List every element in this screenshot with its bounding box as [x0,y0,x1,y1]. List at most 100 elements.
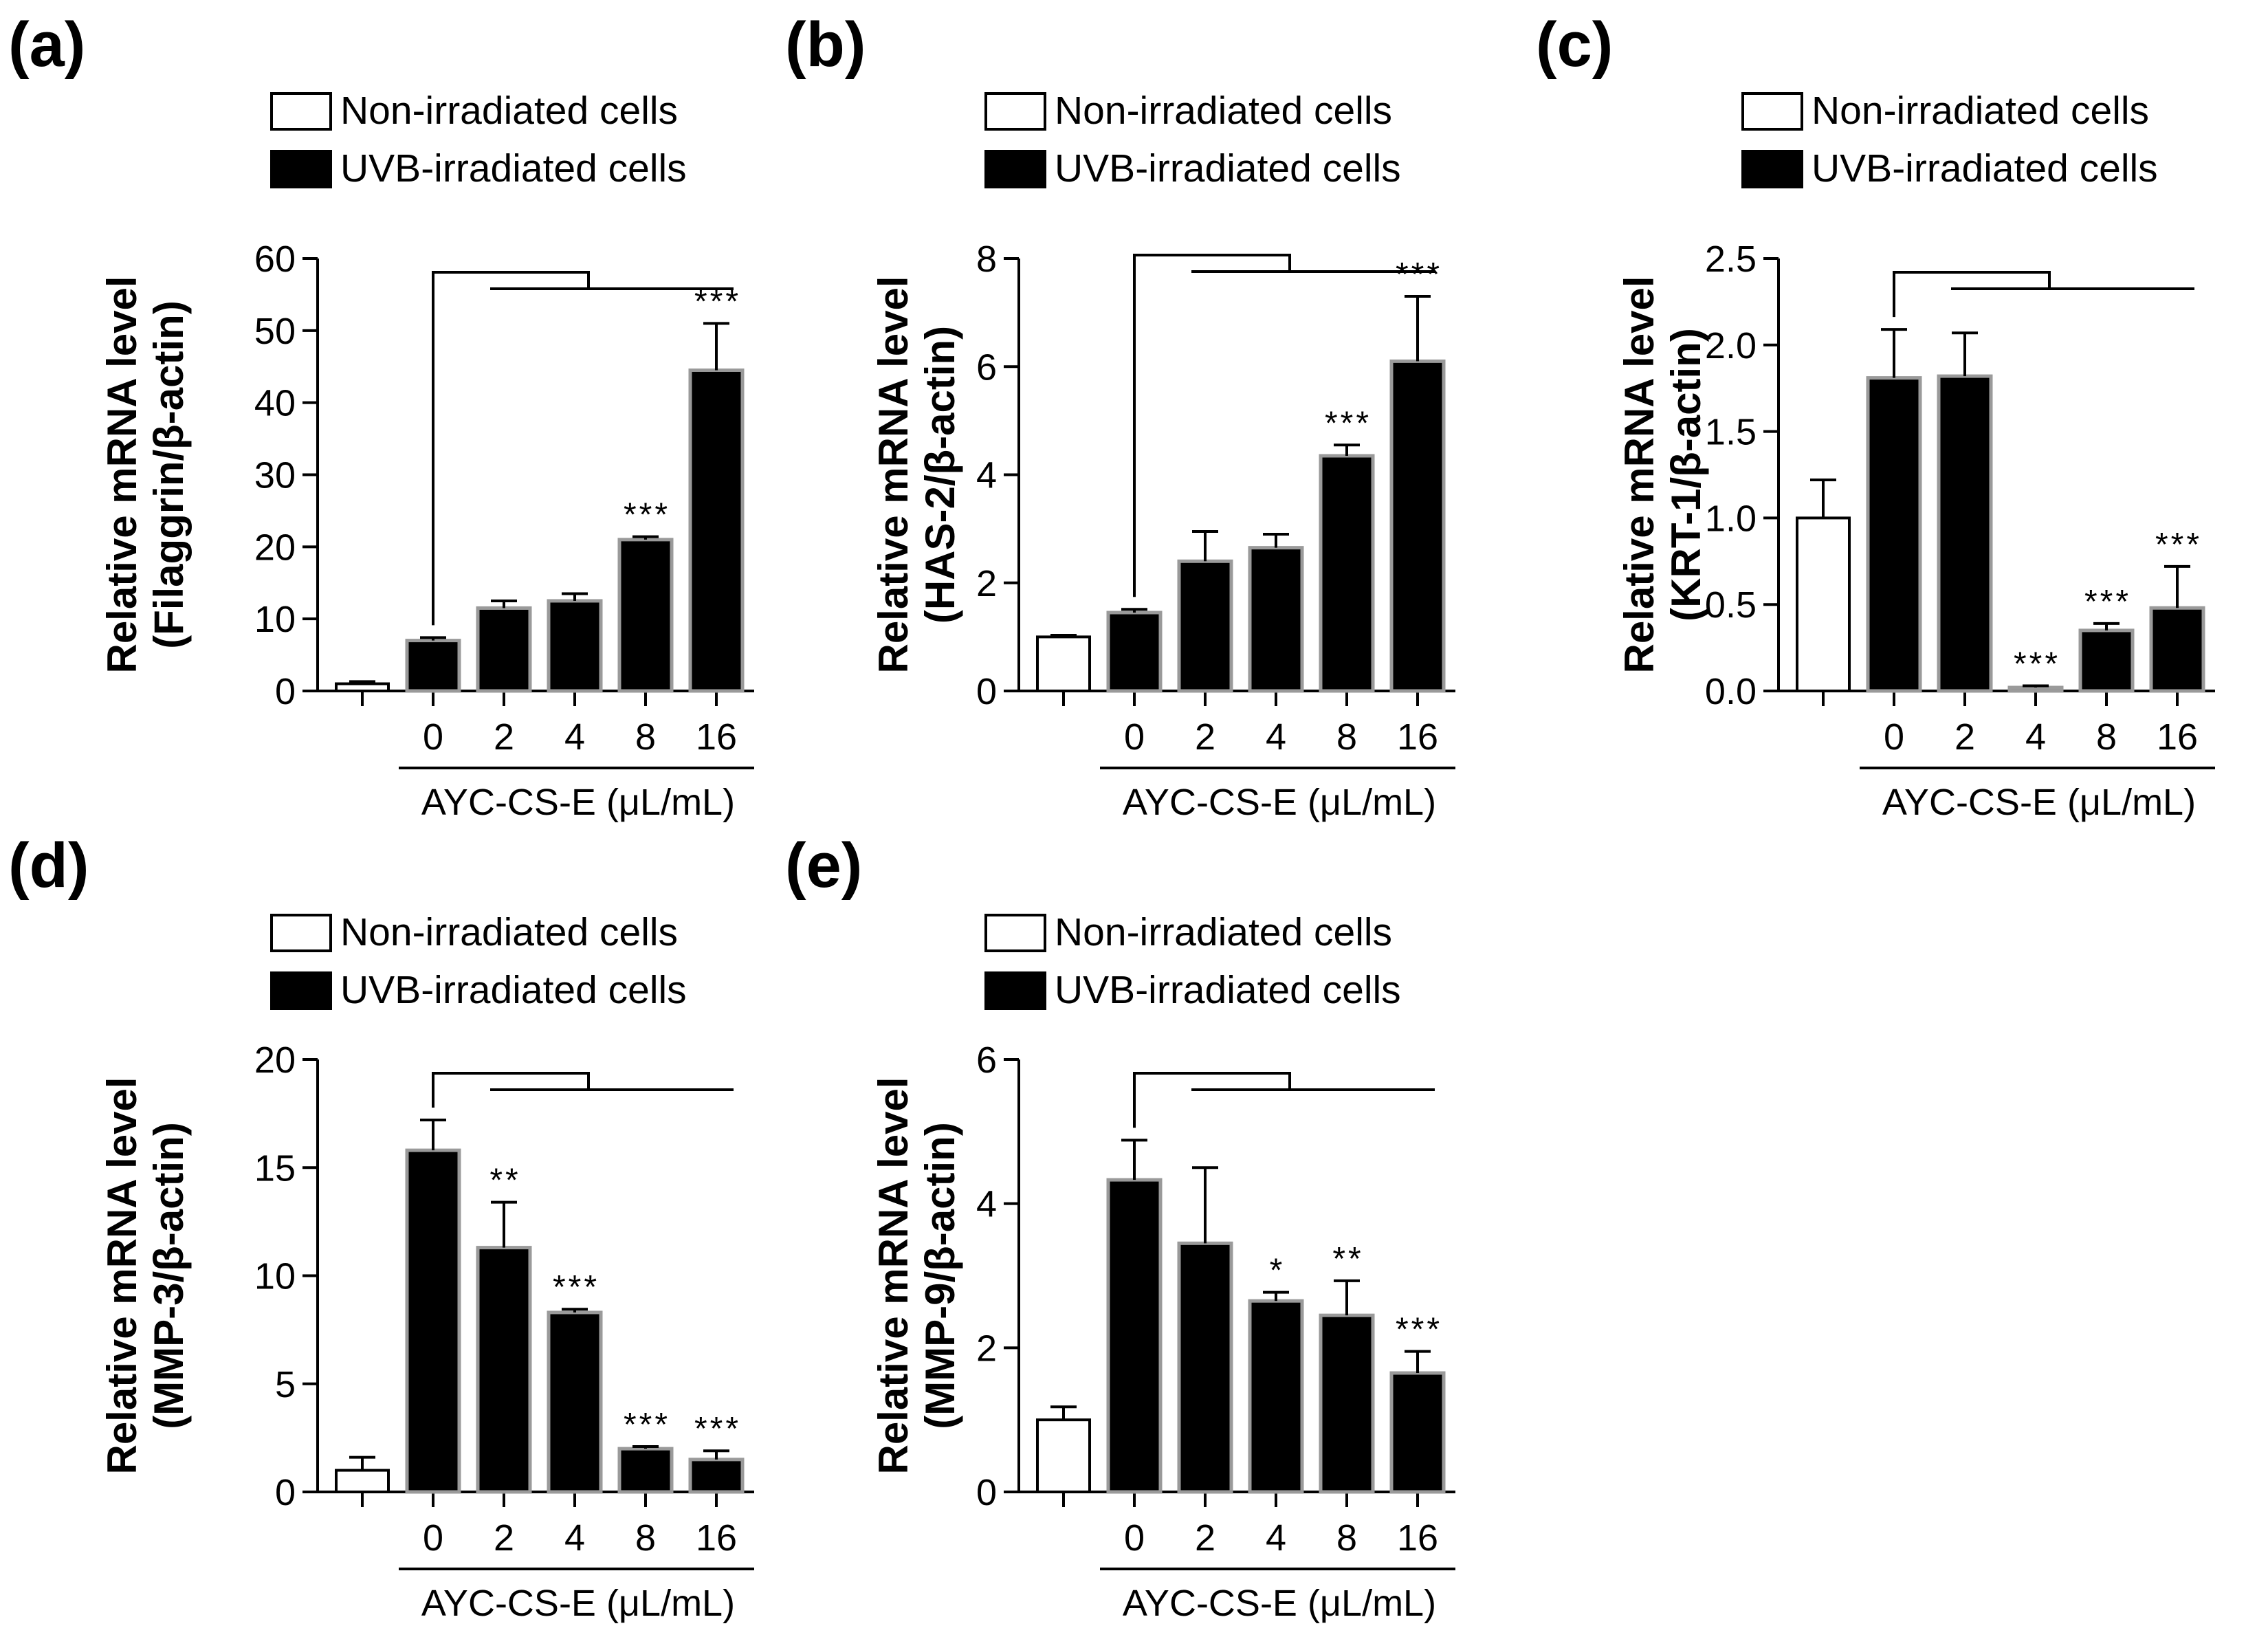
y-axis-label: Relative mRNA level (HAS-2/β-actin) [870,276,963,673]
x-category-label: 16 [696,716,737,758]
y-tick-label: 60 [254,239,296,280]
x-axis-label: AYC-CS-E (μL/mL) [1123,782,1436,823]
legend-label-non-irradiated: Non-irradiated cells [1055,89,1392,133]
significance-bracket [432,1072,734,1108]
x-category-label: 8 [635,716,656,758]
bar-non-irradiated [335,1469,390,1494]
y-tick-label: 4 [976,1184,997,1225]
significance-mark: *** [2155,527,2202,563]
bar-uvb-16 [1389,359,1446,693]
x-category-label: 4 [564,716,585,758]
legend: Non-irradiated cells UVB-irradiated cells [1741,89,2158,190]
bracket-upper [1893,271,2051,318]
y-tick-label: 0 [275,671,296,712]
bar-uvb-4 [1248,546,1304,693]
x-axis-label: AYC-CS-E (μL/mL) [421,1583,735,1624]
y-tick-label: 0.0 [1705,671,1757,712]
x-category-label: 8 [635,1517,656,1559]
bar-uvb-2 [1937,374,1993,693]
bracket-upper [1133,254,1291,597]
x-category-label: 0 [1124,1517,1145,1559]
y-tick-label: 40 [254,383,296,424]
significance-mark: *** [2014,646,2060,682]
significance-mark: *** [694,1411,741,1447]
x-category-label: 2 [1195,1517,1215,1559]
y-tick-label: 1.0 [1705,498,1757,539]
y-label-line2: (HAS-2/β-actin) [917,326,963,624]
legend: Non-irradiated cells UVB-irradiated cells [984,910,1401,1012]
legend-swatch-open [984,914,1046,952]
y-axis-label: Relative mRNA level (MMP-9/β-actin) [870,1077,963,1474]
y-tick-label: 2.0 [1705,325,1757,366]
y-tick-label: 1.5 [1705,412,1757,453]
panel-label: (c) [1536,10,1613,80]
y-tick-label: 0 [976,671,997,712]
y-label-line1: Relative mRNA level [1616,276,1662,673]
bar-uvb-0 [1866,376,1922,693]
y-tick-label: 10 [254,1256,296,1297]
x-category-label: 16 [696,1517,737,1559]
legend: Non-irradiated cells UVB-irradiated cells [270,89,687,190]
y-tick-label: 0.5 [1705,584,1757,626]
legend: Non-irradiated cells UVB-irradiated cells [984,89,1401,190]
bar-uvb-16 [688,368,745,693]
bar-uvb-16 [2149,606,2205,693]
bar-uvb-0 [1106,1178,1163,1494]
x-category-label: 4 [1266,716,1286,758]
bar-uvb-8 [617,1447,674,1494]
bar-uvb-0 [1106,611,1163,693]
x-category-label: 16 [2157,716,2198,758]
panel-label: (d) [8,831,89,901]
legend-swatch-open [270,92,332,131]
bar-uvb-8 [1319,454,1375,693]
legend-label-non-irradiated: Non-irradiated cells [340,910,678,954]
significance-mark: *** [2084,584,2131,620]
x-category-label: 2 [494,1517,514,1559]
bar-uvb-4 [2007,685,2064,693]
legend-label-uvb-irradiated: UVB-irradiated cells [340,968,687,1012]
x-category-label: 16 [1397,1517,1438,1559]
bracket-upper [432,1072,590,1108]
x-category-label: 4 [2025,716,2046,758]
legend-label-non-irradiated: Non-irradiated cells [340,89,678,133]
y-tick-label: 30 [254,455,296,496]
y-tick-label: 6 [976,1040,997,1081]
y-label-line2: (MMP-3/β-actin) [146,1122,192,1429]
x-axis-label: AYC-CS-E (μL/mL) [1123,1583,1436,1624]
bar-non-irradiated [335,682,390,692]
legend-label-non-irradiated: Non-irradiated cells [1812,89,2149,133]
chart-panel-e: (e) Non-irradiated cells UVB-irradiated ce… [785,831,1455,1624]
bar-uvb-4 [547,599,603,693]
significance-mark: *** [553,1269,599,1306]
legend-swatch-filled [984,150,1046,188]
y-tick-label: 20 [254,1040,296,1081]
bar-uvb-2 [476,1246,532,1494]
y-label-line1: Relative mRNA level [870,1077,916,1474]
legend-label-uvb-irradiated: UVB-irradiated cells [340,146,687,190]
significance-mark: *** [1325,405,1372,441]
x-category-label: 0 [1884,716,1904,758]
y-tick-label: 8 [976,239,997,280]
y-tick-label: 15 [254,1147,296,1189]
legend-label-uvb-irradiated: UVB-irradiated cells [1055,968,1401,1012]
chart-panel-a: (a) Non-irradiated cells UVB-irradiated ce… [8,10,754,823]
chart-panel-c: (c) Non-irradiated cells UVB-irradiated ce… [1536,10,2215,823]
legend-swatch-filled [1741,150,1803,188]
bar-non-irradiated [1796,516,1851,693]
x-category-label: 8 [1336,716,1357,758]
x-category-label: 2 [494,716,514,758]
x-category-label: 0 [1124,716,1145,758]
y-tick-label: 6 [976,347,997,388]
bar-uvb-2 [476,606,532,693]
significance-mark: * [1270,1253,1286,1289]
bracket-upper [432,271,590,626]
legend-label-uvb-irradiated: UVB-irradiated cells [1055,146,1401,190]
y-tick-label: 2 [976,1328,997,1369]
legend-swatch-filled [984,971,1046,1010]
bar-non-irradiated [1036,635,1091,692]
x-axis-label: AYC-CS-E (μL/mL) [421,782,735,823]
significance-mark: *** [624,1407,670,1443]
x-category-label: 8 [1336,1517,1357,1559]
panel-label: (b) [785,10,866,80]
